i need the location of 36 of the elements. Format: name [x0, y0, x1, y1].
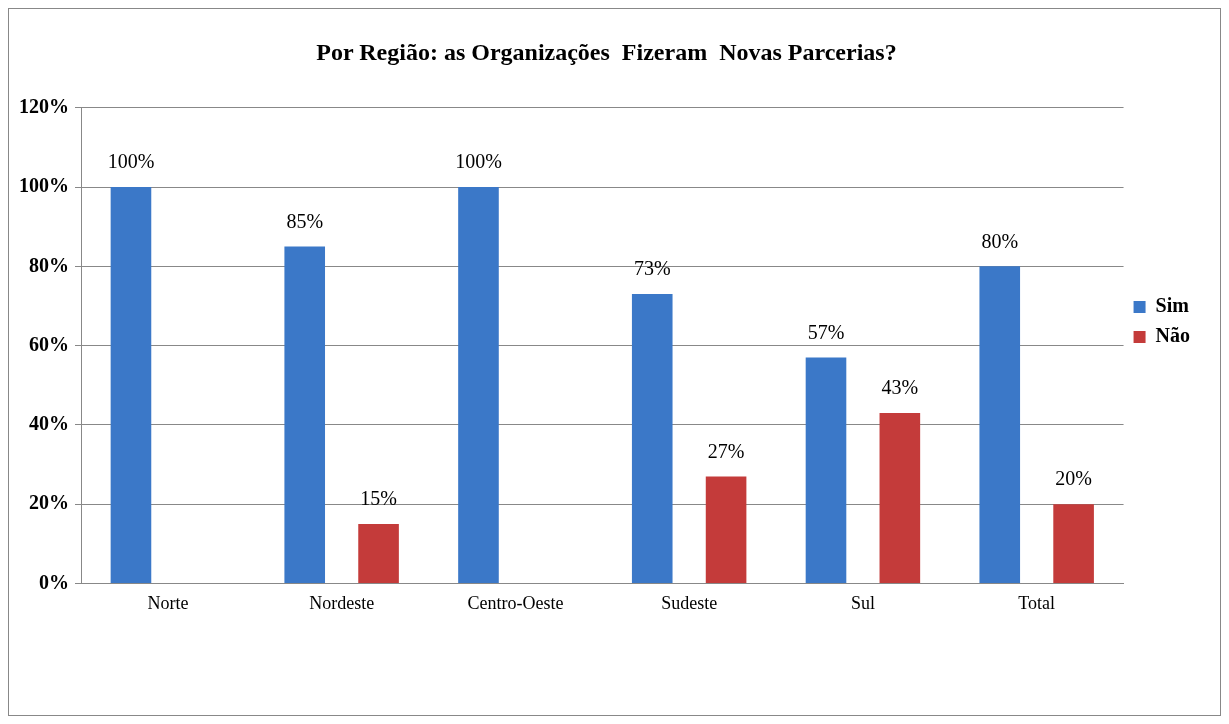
bar — [458, 187, 499, 583]
legend-label: Não — [1155, 324, 1191, 347]
y-tick-label: 120% — [19, 94, 69, 117]
bar — [879, 412, 921, 583]
data-label: 20% — [1055, 467, 1092, 490]
bar — [631, 294, 673, 583]
y-tick-label: 100% — [19, 174, 69, 197]
x-tick-label: Centro-Oeste — [467, 592, 564, 613]
bar — [805, 357, 847, 583]
data-label: 100% — [455, 150, 502, 173]
data-label: 100% — [107, 150, 155, 173]
data-label: 27% — [707, 439, 745, 462]
x-tick-label: Sul — [850, 592, 875, 613]
bar — [358, 523, 399, 583]
x-tick-label: Total — [1018, 592, 1056, 613]
data-label: 73% — [633, 257, 671, 280]
x-tick-label: Nordeste — [309, 592, 375, 613]
bar — [1053, 504, 1094, 583]
y-tick-label: 40% — [29, 412, 69, 435]
chart-title: Por Região: as Organizações Fizeram Novas Parcerias? — [316, 38, 897, 65]
y-tick-label: 80% — [29, 253, 69, 276]
data-label: 15% — [360, 487, 397, 510]
bar — [979, 266, 1021, 583]
bar — [705, 476, 747, 583]
data-label: 57% — [807, 320, 845, 343]
y-tick-label: 20% — [29, 491, 69, 514]
data-label: 80% — [981, 229, 1019, 252]
x-tick-label: Norte — [147, 592, 189, 613]
legend-label: Sim — [1155, 294, 1190, 317]
data-label: 85% — [286, 209, 324, 232]
data-label: 43% — [881, 376, 919, 399]
y-tick-label: 0% — [39, 570, 69, 593]
bar — [284, 246, 326, 583]
x-tick-label: Sudeste — [661, 592, 718, 613]
y-tick-label: 60% — [29, 332, 69, 355]
bar — [110, 187, 152, 583]
